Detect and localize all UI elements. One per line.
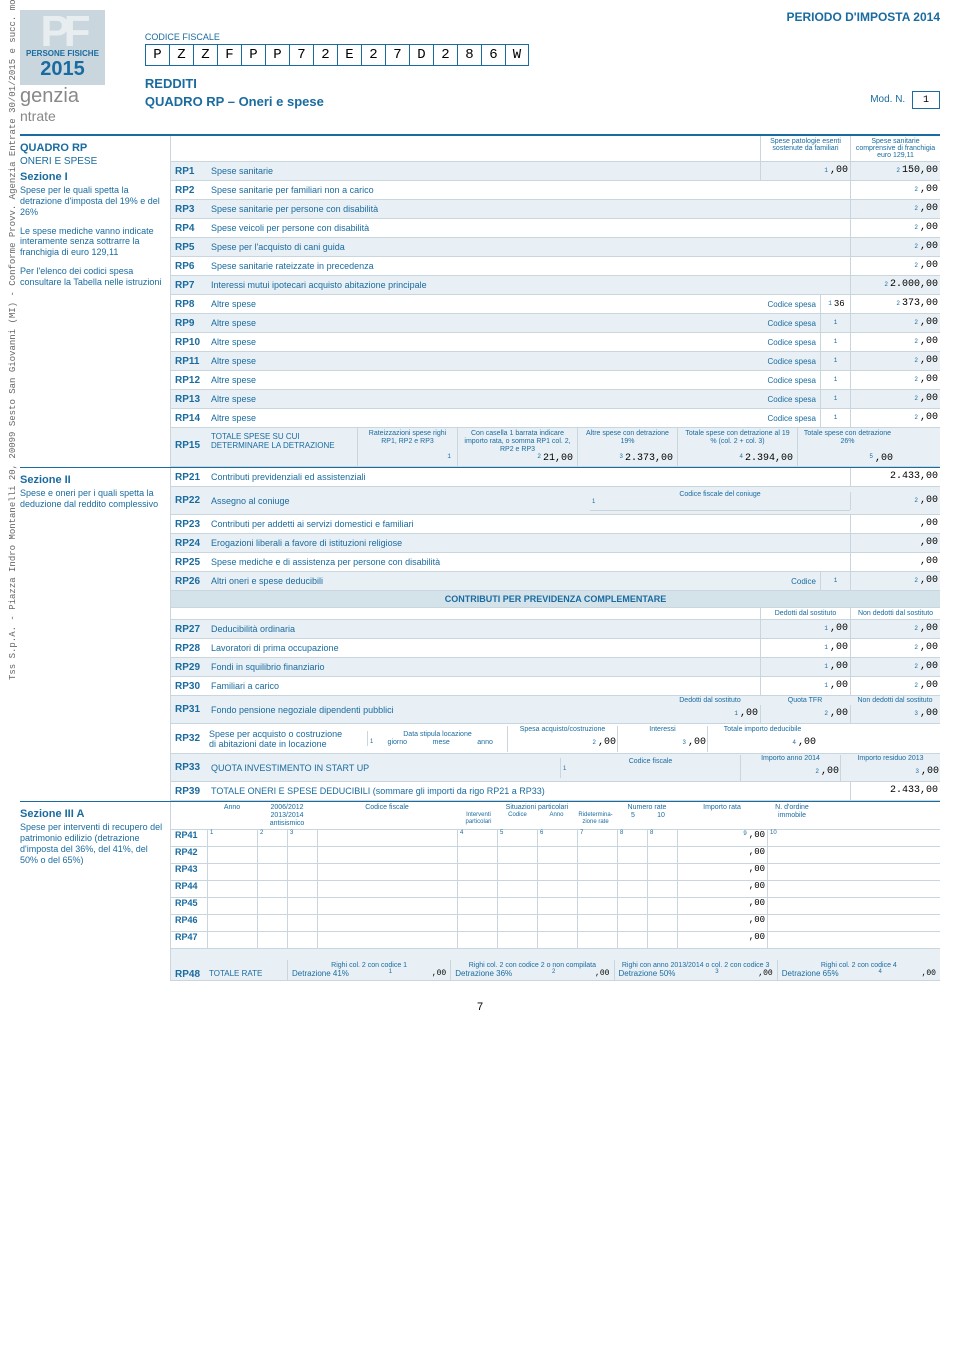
codice-fiscale-value: PZZFPP72E27D286W [145, 44, 940, 66]
section1-sidebar: QUADRO RP ONERI E SPESE Sezione I Spese … [20, 136, 170, 467]
periodo-imposta: PERIODO D'IMPOSTA 2014 [145, 10, 940, 24]
rp45-row: RP45,00 [171, 898, 940, 915]
rp31-row: RP31 Fondo pensione negoziale dipendenti… [171, 696, 940, 724]
rp39-row: RP39 TOTALE ONERI E SPESE DEDUCIBILI (so… [171, 782, 940, 801]
rp42-row: RP42,00 [171, 847, 940, 864]
rp7-row: RP7Interessi mutui ipotecari acquisto ab… [171, 276, 940, 295]
rp9-row: RP9Altre speseCodice spesa12,00 [171, 314, 940, 333]
rp24-row: RP24Erogazioni liberali a favore di isti… [171, 534, 940, 553]
rp43-row: RP43,00 [171, 864, 940, 881]
rp13-row: RP13Altre speseCodice spesa12,00 [171, 390, 940, 409]
page-number: 7 [20, 1001, 940, 1013]
rp41-row: RP411234567889,0010 [171, 830, 940, 847]
rp47-row: RP47,00 [171, 932, 940, 949]
section2-sidebar: Sezione II Spese e oneri per i quali spe… [20, 468, 170, 801]
rp11-row: RP11Altre speseCodice spesa12,00 [171, 352, 940, 371]
rp10-row: RP10Altre speseCodice spesa12,00 [171, 333, 940, 352]
quadro-title: QUADRO RP – Oneri e spese [145, 94, 324, 109]
rp4-row: RP4Spese veicoli per persone con disabil… [171, 219, 940, 238]
rp27-row: RP27Deducibilità ordinaria1,002,00 [171, 620, 940, 639]
rp12-row: RP12Altre speseCodice spesa12,00 [171, 371, 940, 390]
rp14-row: RP14Altre speseCodice spesa12,00 [171, 409, 940, 428]
rp46-row: RP46,00 [171, 915, 940, 932]
agency-logo: genzia ntrate [20, 85, 105, 124]
mod-number: Mod. N. 1 [870, 91, 940, 109]
rp32-row: RP32 Spese per acquisto o costruzionedi … [171, 724, 940, 754]
rp2-row: RP2Spese sanitarie per familiari non a c… [171, 181, 940, 200]
sec3-header: Anno 2006/20122013/2014 antisismico Codi… [171, 802, 940, 830]
rp26-row: RP26Altri oneri e spese deducibiliCodice… [171, 572, 940, 591]
rp28-row: RP28Lavoratori di prima occupazione1,002… [171, 639, 940, 658]
hdr-col2: Spese sanitarie comprensive di franchigi… [850, 136, 940, 161]
rp25-row: RP25Spese mediche e di assistenza per pe… [171, 553, 940, 572]
rp23-row: RP23Contributi per addetti ai servizi do… [171, 515, 940, 534]
rp1-row: RP1Spese sanitarie1,002150,00 [171, 162, 940, 181]
rp33-row: RP33 QUOTA INVESTIMENTO IN START UP Codi… [171, 754, 940, 782]
rp44-row: RP44,00 [171, 881, 940, 898]
rp30-row: RP30Familiari a carico1,002,00 [171, 677, 940, 696]
rp29-row: RP29Fondi in squilibrio finanziario1,002… [171, 658, 940, 677]
rp5-row: RP5Spese per l'acquisto di cani guida2,0… [171, 238, 940, 257]
rp21-row: RP21 Contributi previdenziali ed assiste… [171, 468, 940, 487]
form-header: PF PERSONE FISICHE 2015 genzia ntrate PE… [20, 0, 940, 135]
rp22-row: RP22 Assegno al coniuge Codice fiscale d… [171, 487, 940, 515]
rp48-row: RP48 TOTALE RATE Righi col. 2 con codice… [171, 949, 940, 981]
side-print-info: Tss S.p.A. - Piazza Indro Montanelli 20,… [8, 0, 18, 680]
rp6-row: RP6Spese sanitarie rateizzate in precede… [171, 257, 940, 276]
hdr-col1: Spese patologie esenti sostenute da fami… [760, 136, 850, 161]
codice-fiscale-label: CODICE FISCALE [145, 32, 940, 42]
section3-sidebar: Sezione III A Spese per interventi di re… [20, 802, 170, 981]
redditi-label: REDDITI [145, 76, 940, 91]
rp8-row: RP8Altre speseCodice spesa1362373,00 [171, 295, 940, 314]
pf-logo: PF PERSONE FISICHE 2015 [20, 10, 105, 85]
rp3-row: RP3Spese sanitarie per persone con disab… [171, 200, 940, 219]
rp15-row: RP15 TOTALE SPESE SU CUI DETERMINARE LA … [171, 428, 940, 467]
contrib-header: CONTRIBUTI PER PREVIDENZA COMPLEMENTARE [171, 591, 940, 608]
